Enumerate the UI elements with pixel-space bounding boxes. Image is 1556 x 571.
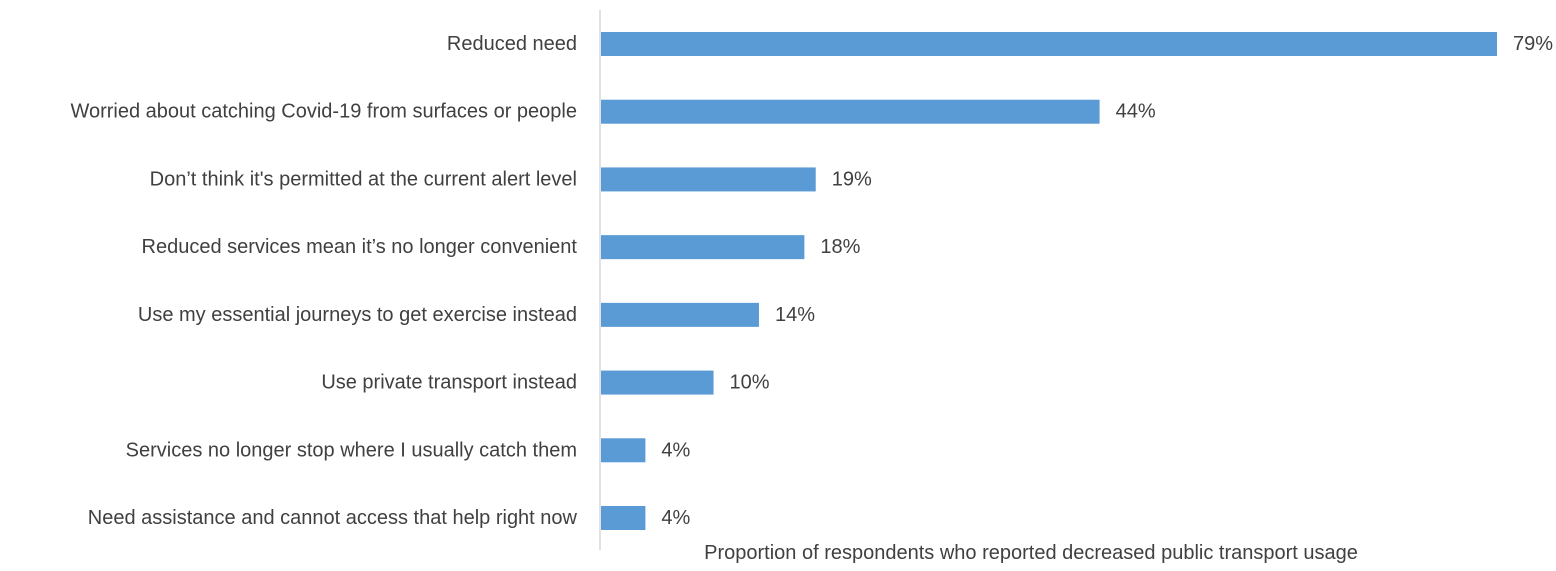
category-labels: Reduced need Worried about catching Covid… xyxy=(70,33,577,529)
category-label: Worried about catching Covid-19 from sur… xyxy=(70,101,577,123)
bar xyxy=(601,370,714,395)
category-label: Services no longer stop where I usually … xyxy=(126,439,577,461)
category-label: Use my essential journeys to get exercis… xyxy=(138,304,577,326)
bar xyxy=(601,167,816,192)
value-label: 79% xyxy=(1513,33,1553,55)
value-label: 19% xyxy=(832,168,872,190)
category-label: Reduced need xyxy=(447,33,577,55)
value-label: 18% xyxy=(820,236,860,258)
bar xyxy=(601,302,759,327)
value-label: 10% xyxy=(730,372,770,394)
bar xyxy=(601,235,805,260)
bar xyxy=(601,99,1100,124)
value-label: 14% xyxy=(775,304,815,326)
category-label: Need assistance and cannot access that h… xyxy=(88,507,578,529)
category-label: Don’t think it's permitted at the curren… xyxy=(150,168,577,190)
category-label: Use private transport instead xyxy=(321,372,577,394)
value-label: 4% xyxy=(661,507,690,529)
bar xyxy=(601,438,646,463)
value-labels: 79% 44% 19% 18% 14% 10% 4% 4% xyxy=(661,33,1553,529)
category-label: Reduced services mean it’s no longer con… xyxy=(142,236,578,258)
bars-group xyxy=(601,32,1497,530)
bar xyxy=(601,32,1497,56)
value-label: 4% xyxy=(661,439,690,461)
x-axis-title: Proportion of respondents who reported d… xyxy=(704,542,1358,564)
bar xyxy=(601,506,646,530)
value-label: 44% xyxy=(1116,101,1156,123)
